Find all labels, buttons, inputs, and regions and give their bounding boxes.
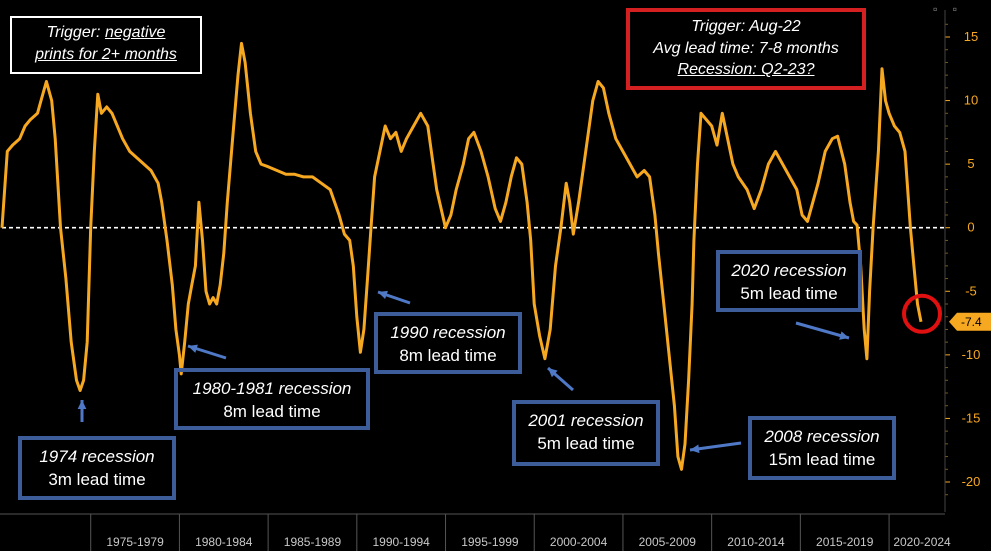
annotation-lead: 8m lead time — [223, 401, 321, 421]
annotation-lead: 15m lead time — [768, 449, 876, 469]
annotation-1980: 1980-1981 recession 8m lead time — [174, 368, 370, 430]
annotation-arrow-head — [77, 400, 87, 410]
window-icons: ▫ ▫ — [933, 2, 963, 16]
x-tick-label: 2005-2009 — [639, 535, 697, 549]
last-value-badge: -7.4 — [949, 312, 991, 331]
y-tick-label: -20 — [962, 474, 981, 489]
forecast-trigger: Trigger: Aug-22 — [691, 18, 801, 35]
trigger-box: Trigger: negative prints for 2+ months — [10, 16, 202, 74]
annotation-1974: 1974 recession 3m lead time — [18, 436, 176, 500]
annotation-arrow-head — [548, 368, 558, 378]
y-tick-label: -5 — [965, 283, 977, 298]
y-tick-label: -15 — [962, 410, 981, 425]
x-tick-label: 1990-1994 — [372, 535, 430, 549]
forecast-box: Trigger: Aug-22 Avg lead time: 7-8 month… — [626, 8, 866, 90]
annotation-lead: 5m lead time — [537, 433, 635, 453]
last-value-badge-bg — [949, 312, 991, 331]
forecast-lead-time: Avg lead time: 7-8 months — [653, 39, 839, 57]
y-tick-label: -10 — [962, 347, 981, 362]
last-value-label: -7.4 — [961, 315, 982, 329]
annotation-title: 2008 recession — [764, 427, 880, 446]
annotation-title: 1990 recession — [390, 323, 506, 342]
annotation-arrow-head — [839, 331, 849, 340]
x-tick-label: 1975-1979 — [106, 535, 164, 549]
x-axis: 1975-1979 1980-1984 1985-1989 1990-1994 1995… — [0, 513, 951, 551]
x-tick-label: 2015-2019 — [816, 535, 874, 549]
annotation-arrows — [77, 290, 850, 454]
annotation-arrow-head — [690, 444, 700, 454]
annotation-lead: 5m lead time — [740, 283, 838, 303]
forecast-recession: Recession: Q2-23? — [677, 61, 815, 79]
annotation-2008: 2008 recession 15m lead time — [748, 416, 896, 480]
y-tick-label: 15 — [964, 29, 978, 44]
trigger-underline-1: negative — [104, 24, 166, 41]
x-tick-label: 2000-2004 — [550, 535, 608, 549]
annotation-arrow — [795, 321, 850, 340]
annotation-title: 2001 recession — [528, 411, 644, 430]
y-tick-label: 5 — [967, 156, 974, 171]
x-tick-label: 2010-2014 — [727, 535, 785, 549]
trigger-prefix: Trigger: — [46, 24, 105, 41]
annotation-arrow-head — [378, 290, 388, 300]
x-tick-label: 2020-2024 — [893, 535, 951, 549]
y-tick-label: 10 — [964, 93, 978, 108]
highlight-circle — [902, 293, 942, 334]
trigger-underline-2: prints for 2+ months — [35, 45, 177, 63]
x-tick-label: 1995-1999 — [461, 535, 519, 549]
annotation-title: 1974 recession — [39, 447, 155, 466]
annotation-lead: 8m lead time — [399, 345, 497, 365]
x-tick-label: 1985-1989 — [284, 535, 342, 549]
annotation-title: 1980-1981 recession — [192, 379, 352, 398]
x-tick-label: 1980-1984 — [195, 535, 253, 549]
annotation-lead: 3m lead time — [48, 469, 146, 489]
annotation-2001: 2001 recession 5m lead time — [512, 400, 660, 466]
annotation-title: 2020 recession — [731, 261, 847, 280]
y-axis: 15 10 5 0 -5 -10 -15 -20 — [944, 10, 981, 512]
annotation-arrow-head — [188, 344, 198, 353]
y-tick-label: 0 — [967, 220, 974, 235]
annotation-1990: 1990 recession 8m lead time — [374, 312, 522, 374]
annotation-2020: 2020 recession 5m lead time — [716, 250, 862, 312]
series-line — [0, 41, 923, 471]
